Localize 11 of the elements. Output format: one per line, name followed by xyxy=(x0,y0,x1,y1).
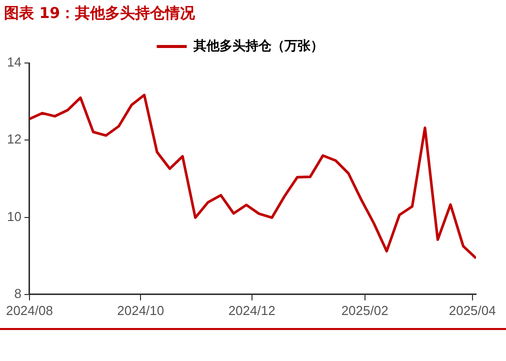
x-tick-label: 2024/08 xyxy=(6,302,53,318)
x-tick-label: 2025/04 xyxy=(448,302,496,318)
x-tick-label: 2024/10 xyxy=(117,302,164,318)
x-tick-label: 2024/12 xyxy=(228,302,276,318)
chart-title: 图表 19：其他多头持仓情况 xyxy=(4,4,196,23)
y-tick-label: 10 xyxy=(6,208,22,224)
y-tick-label: 12 xyxy=(6,132,22,147)
y-tick-label: 8 xyxy=(14,286,22,301)
x-tick-label: 2025/02 xyxy=(341,302,388,318)
y-tick-label: 14 xyxy=(6,54,22,70)
legend-label: 其他多头持仓（万张） xyxy=(192,38,324,54)
